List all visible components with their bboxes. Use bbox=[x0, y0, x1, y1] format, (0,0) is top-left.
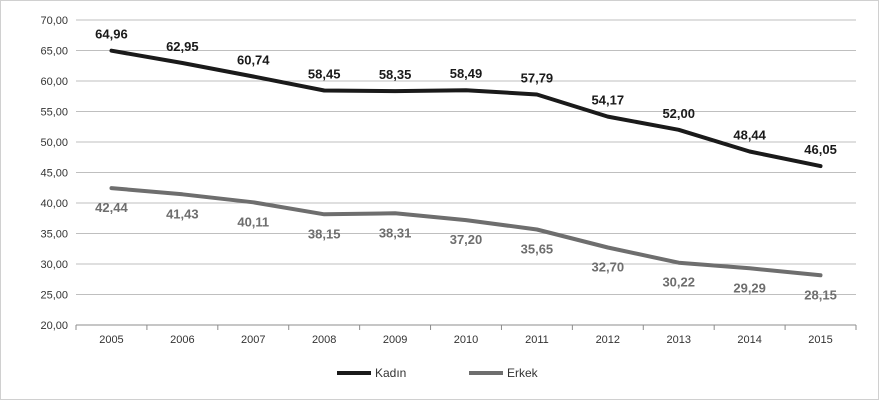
y-tick-label: 60,00 bbox=[40, 76, 68, 88]
data-label: 46,05 bbox=[804, 142, 837, 157]
y-tick-label: 50,00 bbox=[40, 137, 68, 149]
data-label: 64,96 bbox=[95, 27, 128, 42]
legend-label: Kadın bbox=[375, 366, 406, 380]
data-label: 38,31 bbox=[379, 225, 412, 240]
x-tick-label: 2006 bbox=[170, 334, 194, 346]
y-tick-label: 70,00 bbox=[40, 15, 68, 27]
data-label: 58,45 bbox=[308, 66, 341, 81]
y-tick-label: 20,00 bbox=[40, 320, 68, 332]
data-label: 40,11 bbox=[237, 214, 269, 229]
data-label: 57,79 bbox=[521, 70, 554, 85]
data-label: 58,35 bbox=[379, 67, 412, 82]
x-tick-label: 2012 bbox=[596, 334, 620, 346]
data-label: 42,44 bbox=[95, 200, 128, 215]
data-label: 29,29 bbox=[733, 280, 766, 295]
y-tick-label: 35,00 bbox=[40, 229, 68, 241]
series-line-erkek bbox=[109, 186, 823, 278]
data-label: 48,44 bbox=[733, 128, 766, 143]
data-label: 58,49 bbox=[450, 66, 483, 81]
data-label: 52,00 bbox=[662, 106, 695, 121]
x-tick-label: 2015 bbox=[808, 334, 832, 346]
x-tick-label: 2014 bbox=[737, 334, 761, 346]
legend-label: Erkek bbox=[507, 366, 539, 380]
x-tick-label: 2008 bbox=[312, 334, 336, 346]
x-tick-label: 2009 bbox=[383, 334, 407, 346]
legend: Kadın Erkek bbox=[337, 366, 539, 380]
y-tick-label: 45,00 bbox=[40, 168, 68, 180]
data-label: 60,74 bbox=[237, 52, 270, 67]
series-layer bbox=[109, 48, 823, 278]
x-tick-label: 2013 bbox=[666, 334, 690, 346]
data-label: 32,70 bbox=[592, 260, 625, 275]
data-label: 35,65 bbox=[521, 242, 554, 257]
data-label: 28,15 bbox=[804, 287, 837, 302]
x-tick-label: 2005 bbox=[99, 334, 123, 346]
data-label: 38,15 bbox=[308, 226, 341, 241]
x-tick-label: 2011 bbox=[525, 334, 549, 346]
data-label: 41,43 bbox=[166, 206, 199, 221]
data-label: 37,20 bbox=[450, 232, 483, 247]
data-label: 30,22 bbox=[662, 275, 695, 290]
y-tick-label: 55,00 bbox=[40, 107, 68, 119]
data-label-layer: 64,96 62,95 60,74 58,45 58,35 58,49 57,79 54,17… bbox=[95, 27, 837, 303]
y-tick-label: 65,00 bbox=[40, 46, 68, 58]
x-tick-label: 2010 bbox=[454, 334, 478, 346]
series-line-kadin bbox=[109, 48, 823, 169]
y-tick-label: 30,00 bbox=[40, 259, 68, 271]
y-tick-label: 25,00 bbox=[40, 290, 68, 302]
data-label: 54,17 bbox=[592, 93, 625, 108]
data-label: 62,95 bbox=[166, 39, 199, 54]
x-tick-label: 2007 bbox=[241, 334, 265, 346]
y-tick-label: 40,00 bbox=[40, 198, 68, 210]
axis-layer: 20,00 25,00 30,00 35,00 40,00 45,00 50,00 55,00… bbox=[40, 15, 857, 346]
grid-layer bbox=[76, 19, 856, 295]
